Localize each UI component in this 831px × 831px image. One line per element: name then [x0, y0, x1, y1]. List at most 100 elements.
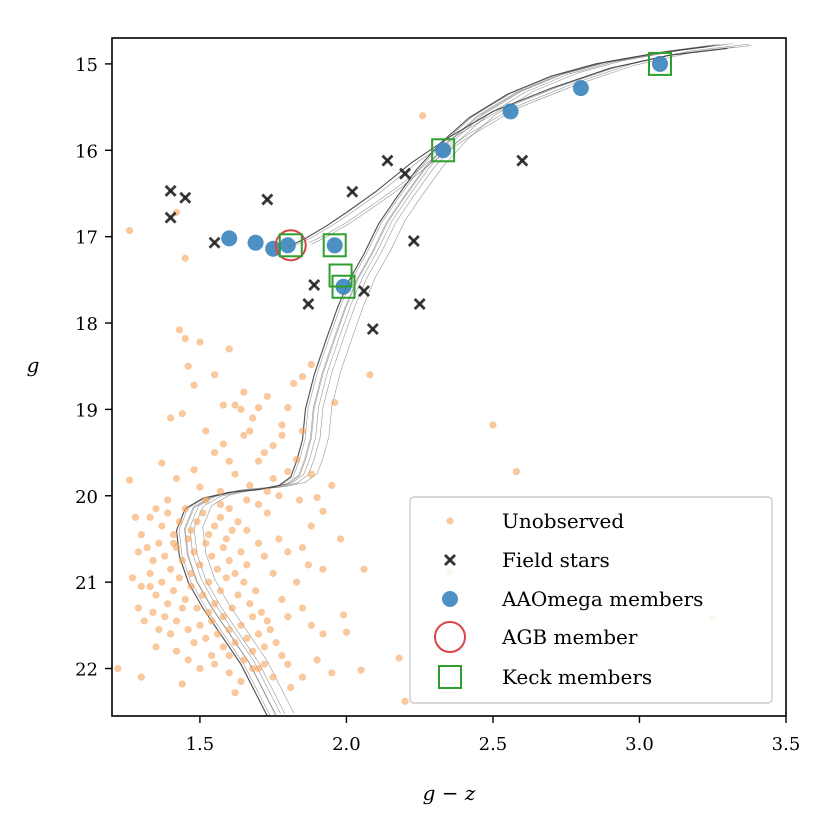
point-unobserved — [202, 539, 210, 547]
point-unobserved — [243, 561, 251, 569]
point-unobserved — [225, 505, 233, 513]
legend-label: AAOmega members — [501, 587, 703, 611]
point-unobserved — [210, 371, 219, 379]
point-unobserved — [249, 664, 257, 673]
point-unobserved — [254, 404, 263, 412]
point-unobserved — [246, 600, 254, 608]
x-tick-label: 3.5 — [772, 734, 801, 755]
point-unobserved — [228, 526, 236, 534]
point-unobserved — [331, 398, 339, 407]
point-unobserved — [298, 427, 307, 435]
point-unobserved — [137, 673, 145, 681]
legend: Unobserved Field stars AAOmega members AGB … — [409, 496, 773, 704]
point-unobserved — [225, 626, 233, 634]
plot-frame — [111, 37, 787, 717]
x-axis-label: g − z — [423, 781, 476, 805]
point-unobserved — [225, 556, 233, 565]
point-unobserved — [293, 455, 301, 464]
point-aaomega-members — [247, 234, 264, 251]
point-unobserved — [219, 643, 227, 651]
point-unobserved — [240, 431, 248, 439]
point-unobserved — [225, 457, 233, 465]
point-unobserved — [175, 326, 183, 334]
point-aaomega-members — [221, 230, 238, 247]
point-unobserved — [237, 405, 245, 413]
point-unobserved — [272, 638, 280, 647]
point-field-stars — [516, 154, 529, 167]
point-unobserved — [269, 474, 277, 483]
legend-label: Unobserved — [502, 509, 624, 533]
point-unobserved — [254, 630, 263, 638]
series-field-stars — [164, 154, 529, 336]
point-unobserved — [161, 613, 169, 621]
point-keck-members — [322, 233, 347, 258]
point-unobserved — [178, 680, 186, 688]
point-unobserved — [284, 467, 292, 476]
point-unobserved — [199, 591, 207, 599]
point-unobserved — [219, 613, 227, 621]
point-field-stars — [164, 211, 177, 224]
point-unobserved — [149, 608, 157, 616]
point-unobserved — [155, 539, 163, 547]
legend-marker-agb-member — [434, 621, 466, 653]
series-unobserved — [114, 112, 717, 705]
point-unobserved — [137, 531, 145, 539]
legend-entry-agb-member: AGB member — [434, 621, 638, 653]
point-unobserved — [319, 565, 327, 573]
point-unobserved — [161, 552, 169, 560]
point-unobserved — [360, 565, 368, 573]
point-unobserved — [190, 638, 198, 647]
point-aaomega-members — [435, 142, 452, 159]
point-unobserved — [125, 476, 134, 484]
point-unobserved — [328, 669, 336, 677]
point-unobserved — [216, 500, 225, 508]
x-axis: 1.5 2.0 2.5 3.0 3.5 — [186, 716, 801, 755]
point-unobserved — [158, 522, 166, 530]
point-unobserved — [278, 431, 286, 439]
point-unobserved — [240, 578, 248, 586]
point-unobserved — [225, 651, 233, 660]
point-unobserved — [187, 582, 195, 591]
point-unobserved — [240, 656, 248, 664]
point-unobserved — [284, 613, 292, 621]
point-unobserved — [134, 604, 142, 612]
legend-marker-field-stars — [444, 554, 456, 566]
point-unobserved — [164, 496, 172, 504]
point-unobserved — [257, 608, 266, 616]
point-unobserved — [231, 401, 239, 409]
point-unobserved — [284, 548, 292, 556]
point-unobserved — [298, 543, 307, 552]
y-tick-label: 22 — [75, 659, 98, 680]
point-unobserved — [319, 630, 327, 638]
point-unobserved — [263, 509, 271, 517]
point-unobserved — [169, 539, 178, 547]
point-unobserved — [366, 371, 374, 379]
point-unobserved — [219, 401, 227, 409]
point-unobserved — [181, 334, 189, 343]
point-unobserved — [210, 522, 219, 530]
point-unobserved — [125, 227, 134, 235]
point-unobserved — [357, 666, 365, 674]
point-unobserved — [263, 392, 271, 401]
point-unobserved — [140, 617, 148, 625]
point-keck-members — [278, 233, 303, 258]
point-unobserved — [231, 689, 239, 697]
point-unobserved — [225, 345, 233, 353]
point-unobserved — [246, 427, 254, 435]
point-unobserved — [181, 505, 189, 513]
point-unobserved — [158, 578, 166, 586]
point-unobserved — [164, 600, 172, 608]
point-aaomega-members — [651, 55, 668, 72]
point-unobserved — [216, 513, 225, 521]
point-unobserved — [216, 587, 225, 595]
point-unobserved — [319, 507, 327, 515]
point-unobserved — [512, 467, 521, 476]
point-unobserved — [210, 660, 219, 668]
point-unobserved — [489, 421, 497, 429]
point-unobserved — [307, 470, 315, 478]
point-unobserved — [164, 509, 172, 517]
point-unobserved — [167, 414, 175, 422]
point-unobserved — [172, 647, 181, 655]
point-unobserved — [278, 651, 286, 660]
point-unobserved — [249, 613, 257, 621]
